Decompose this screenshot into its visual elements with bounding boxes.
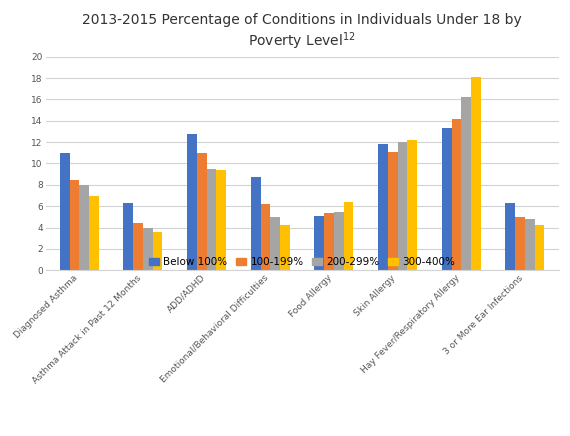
Bar	[124, 203, 133, 270]
Bar	[408, 140, 417, 270]
Bar	[133, 223, 143, 270]
Bar	[515, 217, 525, 270]
Title: 2013-2015 Percentage of Conditions in Individuals Under 18 by
Poverty Level$^{12: 2013-2015 Percentage of Conditions in In…	[82, 13, 522, 51]
Legend: Below 100%, 100-199%, 200-299%, 300-400%: Below 100%, 100-199%, 200-299%, 300-400%	[149, 257, 455, 267]
Bar	[461, 97, 471, 270]
Bar	[79, 185, 89, 270]
Bar	[153, 232, 162, 270]
Bar	[217, 170, 226, 270]
Bar	[506, 203, 515, 270]
Bar	[451, 119, 461, 270]
Bar	[398, 142, 408, 270]
Bar	[442, 128, 451, 270]
Bar	[60, 153, 70, 270]
Bar	[89, 195, 99, 270]
Bar	[70, 180, 79, 270]
Bar	[187, 133, 197, 270]
Bar	[535, 225, 544, 270]
Bar	[334, 211, 344, 270]
Bar	[143, 228, 153, 270]
Bar	[388, 152, 398, 270]
Bar	[251, 177, 260, 270]
Bar	[324, 213, 334, 270]
Bar	[197, 153, 206, 270]
Bar	[344, 202, 353, 270]
Bar	[270, 217, 280, 270]
Bar	[206, 169, 217, 270]
Bar	[525, 219, 535, 270]
Bar	[260, 204, 270, 270]
Bar	[315, 216, 324, 270]
Bar	[280, 225, 290, 270]
Bar	[378, 144, 388, 270]
Bar	[471, 77, 481, 270]
